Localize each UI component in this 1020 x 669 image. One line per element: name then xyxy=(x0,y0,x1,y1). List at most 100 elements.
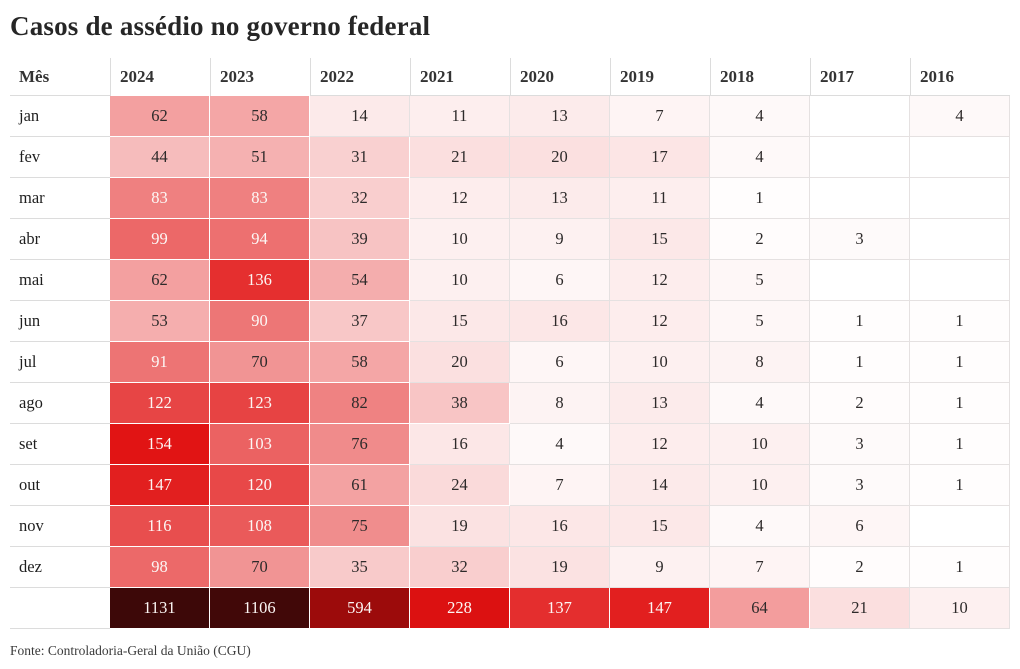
column-header-year: 2018 xyxy=(710,58,810,97)
row-label: abr xyxy=(10,219,110,261)
heatmap-cell: 17 xyxy=(610,137,710,179)
row-label: dez xyxy=(10,547,110,589)
heatmap-table: Mês 2024 2023 2022 2021 2020 2019 2018 2017 2016 … xyxy=(10,58,1010,630)
heatmap-cell xyxy=(810,178,910,220)
table-body: jan 62 58 14 11 13 7 4 4 fev 44 51 31 21 20 17 4 mar 83 83 3… xyxy=(10,96,1010,630)
heatmap-cell: 15 xyxy=(610,219,710,261)
table-row: nov 116 108 75 19 16 15 4 6 xyxy=(10,506,1010,548)
heatmap-cell: 76 xyxy=(310,424,410,466)
heatmap-cell: 1 xyxy=(910,547,1010,589)
heatmap-cell: 20 xyxy=(510,137,610,179)
heatmap-cell: 94 xyxy=(210,219,310,261)
totals-row: 1131 1106 594 228 137 147 64 21 10 xyxy=(10,588,1010,630)
heatmap-cell: 12 xyxy=(610,424,710,466)
heatmap-cell: 14 xyxy=(310,96,410,138)
heatmap-cell: 14 xyxy=(610,465,710,507)
heatmap-cell: 103 xyxy=(210,424,310,466)
heatmap-cell xyxy=(910,178,1010,220)
heatmap-cell: 11 xyxy=(410,96,510,138)
heatmap-cell: 147 xyxy=(110,465,210,507)
heatmap-cell xyxy=(910,219,1010,261)
total-cell: 10 xyxy=(910,588,1010,630)
heatmap-cell: 7 xyxy=(510,465,610,507)
heatmap-cell: 122 xyxy=(110,383,210,425)
heatmap-cell xyxy=(810,137,910,179)
heatmap-cell: 19 xyxy=(510,547,610,589)
heatmap-cell: 12 xyxy=(410,178,510,220)
heatmap-cell: 70 xyxy=(210,342,310,384)
heatmap-cell: 82 xyxy=(310,383,410,425)
row-label: jan xyxy=(10,96,110,138)
heatmap-cell: 54 xyxy=(310,260,410,302)
heatmap-cell: 136 xyxy=(210,260,310,302)
heatmap-cell: 38 xyxy=(410,383,510,425)
heatmap-cell: 123 xyxy=(210,383,310,425)
heatmap-cell: 98 xyxy=(110,547,210,589)
heatmap-cell: 120 xyxy=(210,465,310,507)
heatmap-cell: 6 xyxy=(810,506,910,548)
heatmap-cell: 83 xyxy=(210,178,310,220)
heatmap-cell: 1 xyxy=(910,424,1010,466)
heatmap-cell: 108 xyxy=(210,506,310,548)
page-title: Casos de assédio no governo federal xyxy=(10,11,431,41)
heatmap-cell: 1 xyxy=(810,342,910,384)
heatmap-cell: 9 xyxy=(610,547,710,589)
heatmap-cell: 116 xyxy=(110,506,210,548)
heatmap-cell: 4 xyxy=(910,96,1010,138)
heatmap-cell: 70 xyxy=(210,547,310,589)
heatmap-cell: 1 xyxy=(910,301,1010,343)
column-header-year: 2017 xyxy=(810,58,910,97)
heatmap-cell: 83 xyxy=(110,178,210,220)
heatmap-cell: 10 xyxy=(610,342,710,384)
heatmap-cell: 5 xyxy=(710,260,810,302)
heatmap-cell: 39 xyxy=(310,219,410,261)
heatmap-cell: 9 xyxy=(510,219,610,261)
heatmap-cell: 16 xyxy=(510,506,610,548)
table-row: jun 53 90 37 15 16 12 5 1 1 xyxy=(10,301,1010,343)
row-label: out xyxy=(10,465,110,507)
table-row: abr 99 94 39 10 9 15 2 3 xyxy=(10,219,1010,261)
row-label: jul xyxy=(10,342,110,384)
heatmap-cell: 13 xyxy=(510,178,610,220)
heatmap-cell: 15 xyxy=(410,301,510,343)
heatmap-cell: 1 xyxy=(910,465,1010,507)
heatmap-cell: 32 xyxy=(410,547,510,589)
heatmap-cell: 7 xyxy=(710,547,810,589)
heatmap-cell xyxy=(910,137,1010,179)
column-header-month: Mês xyxy=(10,58,110,97)
total-cell: 137 xyxy=(510,588,610,630)
table-row: mai 62 136 54 10 6 12 5 xyxy=(10,260,1010,302)
column-header-year: 2016 xyxy=(910,58,1010,97)
heatmap-cell: 53 xyxy=(110,301,210,343)
heatmap-cell: 16 xyxy=(410,424,510,466)
heatmap-cell: 99 xyxy=(110,219,210,261)
heatmap-cell: 12 xyxy=(610,260,710,302)
table-row: fev 44 51 31 21 20 17 4 xyxy=(10,137,1010,179)
heatmap-cell: 6 xyxy=(510,260,610,302)
table-header: Mês 2024 2023 2022 2021 2020 2019 2018 2017 2016 xyxy=(10,58,1010,97)
heatmap-cell: 20 xyxy=(410,342,510,384)
column-header-year: 2020 xyxy=(510,58,610,97)
heatmap-cell: 44 xyxy=(110,137,210,179)
total-cell: 228 xyxy=(410,588,510,630)
heatmap-cell: 10 xyxy=(710,424,810,466)
row-label: mar xyxy=(10,178,110,220)
heatmap-cell: 6 xyxy=(510,342,610,384)
heatmap-cell xyxy=(910,260,1010,302)
table-row: jan 62 58 14 11 13 7 4 4 xyxy=(10,96,1010,138)
table-row: ago 122 123 82 38 8 13 4 2 1 xyxy=(10,383,1010,425)
row-label: ago xyxy=(10,383,110,425)
column-header-year: 2023 xyxy=(210,58,310,97)
heatmap-cell: 1 xyxy=(710,178,810,220)
heatmap-cell: 35 xyxy=(310,547,410,589)
heatmap-cell: 37 xyxy=(310,301,410,343)
heatmap-cell: 2 xyxy=(810,547,910,589)
heatmap-cell xyxy=(910,506,1010,548)
heatmap-cell: 21 xyxy=(410,137,510,179)
heatmap-cell: 91 xyxy=(110,342,210,384)
heatmap-cell: 24 xyxy=(410,465,510,507)
heatmap-cell: 61 xyxy=(310,465,410,507)
heatmap-cell: 13 xyxy=(510,96,610,138)
totals-row-label xyxy=(10,588,110,630)
heatmap-cell: 15 xyxy=(610,506,710,548)
